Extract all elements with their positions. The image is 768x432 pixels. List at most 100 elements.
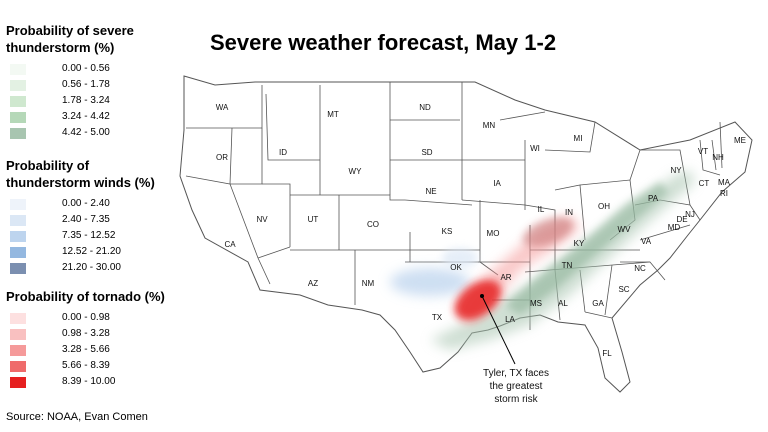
callout-leader-line	[481, 295, 516, 365]
state-label-mt: MT	[327, 110, 339, 119]
legend-storm-row: 0.00 - 0.56	[6, 62, 134, 78]
winds-risk-area	[390, 268, 470, 296]
legend-winds-swatch	[10, 231, 26, 242]
legend-storm: Probability of severe thunderstorm (%) 0…	[6, 22, 134, 142]
legend-storm-swatch	[10, 112, 26, 123]
legend-tornado-row: 0.98 - 3.28	[6, 327, 165, 343]
legend-tornado: Probability of tornado (%) 0.00 - 0.98 0.…	[6, 288, 165, 391]
legend-storm-swatch	[10, 80, 26, 91]
legend-winds-range: 2.40 - 7.35	[62, 214, 110, 225]
legend-tornado-range: 5.66 - 8.39	[62, 360, 110, 371]
us-outline	[179, 75, 753, 393]
legend-tornado-range: 3.28 - 5.66	[62, 344, 110, 355]
state-label-la: LA	[505, 315, 515, 324]
state-label-tn: TN	[562, 261, 573, 270]
state-label-nd: ND	[419, 103, 431, 112]
state-label-nc: NC	[634, 264, 646, 273]
legend-winds-title-1: Probability of	[6, 158, 90, 173]
callout-line-2: the greatest	[490, 381, 543, 392]
legend-storm-swatch	[10, 64, 26, 75]
state-label-tx: TX	[432, 313, 443, 322]
state-label-nm: NM	[362, 279, 375, 288]
legend-tornado-swatch	[10, 329, 26, 340]
state-label-in: IN	[565, 208, 573, 217]
legend-storm-row: 1.78 - 3.24	[6, 94, 134, 110]
state-label-il: IL	[538, 205, 545, 214]
legend-storm-title-2: thunderstorm (%)	[6, 40, 115, 55]
tornado-risk-ky	[523, 217, 573, 247]
legend-winds-range: 0.00 - 2.40	[62, 198, 110, 209]
legend-winds-title-2: thunderstorm winds (%)	[6, 175, 155, 190]
legend-tornado-range: 0.98 - 3.28	[62, 328, 110, 339]
state-label-ri: RI	[720, 189, 728, 198]
state-label-md: MD	[668, 223, 681, 232]
legend-winds-swatch	[10, 199, 26, 210]
legend-tornado-row: 3.28 - 5.66	[6, 343, 165, 359]
legend-tornado-swatch	[10, 313, 26, 324]
legend-winds-range: 7.35 - 12.52	[62, 230, 116, 241]
state-label-sc: SC	[618, 285, 629, 294]
map-title: Severe weather forecast, May 1-2	[210, 30, 557, 55]
legend-tornado-range: 0.00 - 0.98	[62, 312, 110, 323]
legend-winds: Probability of thunderstorm winds (%) 0.…	[6, 157, 155, 277]
state-label-ms: MS	[530, 299, 542, 308]
state-label-al: AL	[558, 299, 568, 308]
legend-winds-range: 21.20 - 30.00	[62, 262, 121, 273]
callout-line-1: Tyler, TX faces	[483, 368, 549, 379]
state-label-ar: AR	[500, 273, 511, 282]
state-label-id: ID	[279, 148, 287, 157]
state-label-ny: NY	[670, 166, 682, 175]
state-label-wi: WI	[530, 144, 540, 153]
legend-winds-row: 12.52 - 21.20	[6, 245, 155, 261]
state-label-ga: GA	[592, 299, 604, 308]
state-label-mn: MN	[483, 121, 496, 130]
state-label-ok: OK	[450, 263, 462, 272]
legend-storm-range: 4.42 - 5.00	[62, 127, 110, 138]
state-label-va: VA	[641, 237, 652, 246]
state-label-mo: MO	[487, 229, 500, 238]
state-label-ca: CA	[224, 240, 236, 249]
state-label-nh: NH	[712, 153, 724, 162]
state-label-mi: MI	[574, 134, 583, 143]
legend-winds-row: 2.40 - 7.35	[6, 213, 155, 229]
legend-tornado-swatch	[10, 345, 26, 356]
state-label-co: CO	[367, 220, 379, 229]
legend-storm-range: 0.00 - 0.56	[62, 63, 110, 74]
legend-storm-row: 4.42 - 5.00	[6, 126, 134, 142]
legend-storm-row: 3.24 - 4.42	[6, 110, 134, 126]
legend-tornado-items: 0.00 - 0.98 0.98 - 3.28 3.28 - 5.66 5.66 - …	[6, 311, 165, 391]
legend-storm-items: 0.00 - 0.56 0.56 - 1.78 1.78 - 3.24 3.24 - …	[6, 62, 134, 142]
state-label-vt: VT	[698, 147, 708, 156]
state-label-wa: WA	[216, 103, 229, 112]
legend-winds-range: 12.52 - 21.20	[62, 246, 121, 257]
legend-tornado-title: Probability of tornado (%)	[6, 289, 165, 304]
legend-storm-range: 0.56 - 1.78	[62, 79, 110, 90]
state-labels: WA OR CA ID NV MT WY UT AZ CO NM ND SD N…	[216, 103, 746, 358]
state-label-nj: NJ	[685, 210, 695, 219]
state-label-de: DE	[676, 215, 687, 224]
legend-storm-range: 3.24 - 4.42	[62, 111, 110, 122]
legend-winds-row: 21.20 - 30.00	[6, 261, 155, 277]
state-label-ia: IA	[493, 179, 501, 188]
state-label-pa: PA	[648, 194, 659, 203]
storm-risk-core	[505, 182, 668, 315]
legend-tornado-row: 5.66 - 8.39	[6, 359, 165, 375]
callout-line-3: storm risk	[494, 394, 538, 405]
tyler-marker	[480, 294, 484, 298]
legend-winds-swatch	[10, 247, 26, 258]
legend-storm-title-1: Probability of severe	[6, 23, 134, 38]
legend-tornado-range: 8.39 - 10.00	[62, 376, 116, 387]
legend-storm-row: 0.56 - 1.78	[6, 78, 134, 94]
legend-tornado-row: 0.00 - 0.98	[6, 311, 165, 327]
state-label-ut: UT	[308, 215, 319, 224]
source-note: Source: NOAA, Evan Comen	[6, 411, 148, 423]
legend-winds-swatch	[10, 263, 26, 274]
legend-winds-swatch	[10, 215, 26, 226]
winds-risk-area-2	[442, 248, 478, 268]
state-label-sd: SD	[421, 148, 432, 157]
state-label-ky: KY	[574, 239, 585, 248]
legend-winds-row: 7.35 - 12.52	[6, 229, 155, 245]
legend-storm-swatch	[10, 128, 26, 139]
state-borders	[185, 82, 723, 330]
